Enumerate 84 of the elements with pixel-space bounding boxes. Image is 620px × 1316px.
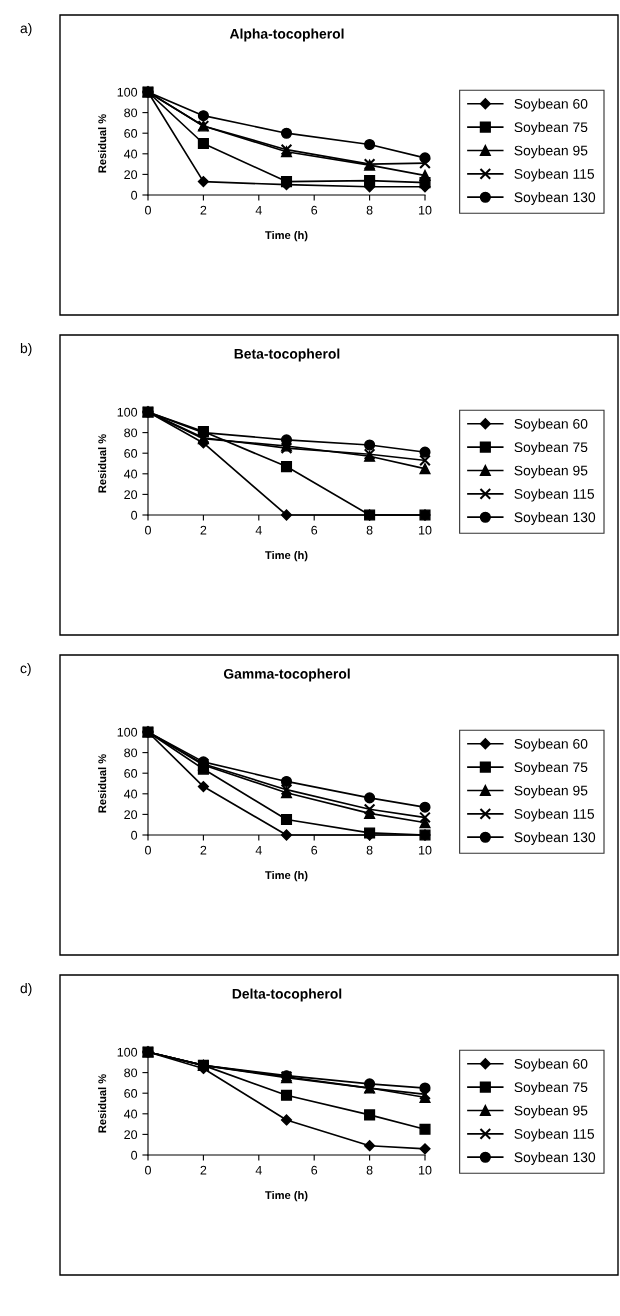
x-tick-label: 8 [366,525,373,535]
x-tick-label: 4 [255,1165,262,1175]
x-tick-label: 6 [311,205,318,215]
y-tick-label: 100 [117,727,138,737]
chart-title: Beta-tocopherol [234,348,340,362]
y-tick-label: 40 [123,469,138,479]
y-tick-label: 20 [124,490,138,500]
chart-title: Delta-tocopherol [232,988,342,1002]
legend-label: Soybean 95 [514,1105,588,1119]
x-tick-label: 2 [200,525,207,535]
y-tick-label: 20 [124,810,138,820]
x-tick-label: 0 [145,845,151,855]
y-tick-label: 20 [124,1130,138,1140]
legend-label: Soybean 75 [514,441,588,455]
legend-label: Soybean 115 [514,808,595,822]
x-tick-label: 8 [366,1165,373,1175]
x-tick-label: 4 [255,205,262,215]
x-tick-label: 0 [145,525,151,535]
legend-label: Soybean 115 [514,1128,595,1142]
x-tick-label: 6 [311,525,318,535]
y-tick-label: 40 [123,1109,138,1119]
chart-title: Alpha-tocopherol [229,28,344,42]
x-tick-label: 0 [145,205,151,215]
x-tick-label: 10 [419,525,432,535]
y-tick-label: 60 [124,129,138,138]
legend-label: Soybean 60 [514,738,588,752]
x-tick-label: 6 [311,845,318,855]
y-tick-label: 80 [124,748,138,758]
y-tick-label: 100 [117,87,138,97]
x-axis-title: Time (h) [265,1190,308,1202]
y-tick-label: 100 [117,407,138,417]
y-tick-label: 20 [124,170,138,180]
x-tick-label: 6 [311,1165,318,1175]
legend-label: Soybean 130 [514,511,596,525]
x-axis-title: Time (h) [265,870,308,882]
x-axis-title: Time (h) [265,230,308,242]
y-tick-label: 0 [131,1150,138,1160]
y-axis-title: Residual % [98,1074,107,1133]
legend-label: Soybean 95 [514,145,588,159]
legend-label: Soybean 60 [514,418,588,432]
text: c) [20,663,31,676]
y-tick-label: 60 [124,769,138,778]
x-tick-label: 10 [419,205,432,215]
y-axis-title: Residual % [98,114,107,173]
legend-label: Soybean 130 [514,1151,596,1165]
y-tick-label: 80 [124,1068,138,1078]
x-tick-label: 4 [255,845,262,855]
legend-label: Soybean 95 [514,465,588,479]
y-tick-label: 100 [117,1047,138,1057]
legend-label: Soybean 130 [514,831,596,845]
y-tick-label: 80 [124,108,138,118]
legend-label: Soybean 75 [514,121,588,135]
text: b) [20,343,32,356]
x-tick-label: 0 [145,1165,151,1175]
legend-label: Soybean 95 [514,785,588,799]
y-tick-label: 0 [131,830,138,840]
x-tick-label: 10 [419,845,432,855]
legend-label: Soybean 115 [514,168,595,182]
x-tick-label: 10 [419,1165,432,1175]
legend-label: Soybean 75 [514,1081,588,1095]
y-tick-label: 0 [131,190,138,200]
x-axis-title: Time (h) [265,550,308,562]
y-tick-label: 60 [124,449,138,458]
text: d) [20,983,32,996]
y-tick-label: 0 [131,510,138,520]
legend-label: Soybean 60 [514,1058,588,1072]
legend-label: Soybean 115 [514,488,595,502]
x-tick-label: 8 [366,845,373,855]
x-tick-label: 2 [200,205,207,215]
y-axis-title: Residual % [98,754,107,813]
x-tick-label: 8 [366,205,373,215]
y-tick-label: 40 [123,789,138,799]
text: a) [20,23,32,36]
legend-label: Soybean 75 [514,761,588,775]
x-tick-label: 2 [200,845,207,855]
y-tick-label: 80 [124,428,138,438]
legend-label: Soybean 60 [514,98,588,112]
x-tick-label: 4 [255,525,262,535]
legend-label: Soybean 130 [514,191,596,205]
y-tick-label: 40 [123,149,138,159]
x-tick-label: 2 [200,1165,207,1175]
y-tick-label: 60 [124,1089,138,1098]
chart-title: Gamma-tocopherol [223,668,350,682]
y-axis-title: Residual % [98,434,107,493]
